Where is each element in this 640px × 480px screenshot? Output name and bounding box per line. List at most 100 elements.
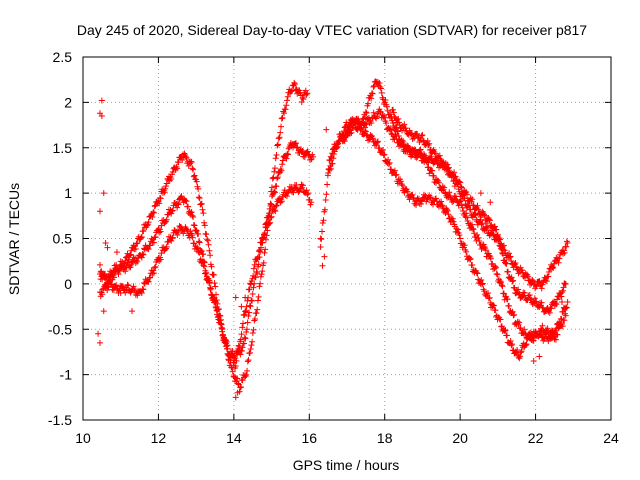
data-point-track-f: [448, 215, 455, 222]
data-point-track-c: [236, 343, 243, 350]
data-point-track-f: [449, 215, 456, 222]
data-point-track-a: [199, 206, 206, 213]
data-point-track-a: [182, 153, 189, 160]
data-point-track-e: [368, 95, 375, 102]
data-point-outliers: [117, 289, 124, 296]
data-point-track-c: [174, 232, 181, 239]
data-point-track-g: [500, 242, 507, 249]
data-point-track-g: [512, 260, 519, 267]
data-point-track-a: [256, 283, 263, 290]
data-point-track-c: [233, 357, 240, 364]
data-point-track-f: [558, 316, 565, 323]
y-tick-label: -1: [60, 367, 73, 383]
y-axis-label: SDTVAR / TECUs: [6, 183, 22, 295]
x-tick-label: 16: [301, 430, 317, 446]
data-point-track-d: [469, 196, 476, 203]
data-point-track-c: [194, 244, 201, 251]
data-point-track-g: [390, 109, 397, 116]
data-point-track-d: [370, 109, 377, 116]
data-point-track-c: [235, 342, 242, 349]
data-point-track-c: [278, 198, 285, 205]
data-point-outliers: [558, 299, 565, 306]
data-point-track-d: [463, 191, 470, 198]
data-point-track-f: [351, 119, 358, 126]
data-point-track-b: [284, 150, 291, 157]
data-point-track-e: [561, 317, 568, 324]
data-point-track-f: [517, 353, 524, 360]
data-point-track-g: [548, 265, 555, 272]
data-point-track-c: [239, 324, 246, 331]
y-tick-label: 2: [64, 94, 72, 110]
data-point-outliers: [232, 294, 239, 301]
data-point-track-g: [418, 132, 425, 139]
data-point-track-f: [498, 323, 505, 330]
data-point-track-c: [254, 255, 261, 262]
data-point-outliers: [95, 330, 102, 337]
data-point-track-b: [292, 140, 299, 147]
data-point-track-e: [335, 140, 342, 147]
data-point-track-c: [194, 245, 201, 252]
data-point-track-e: [463, 214, 470, 221]
data-point-track-f: [438, 198, 445, 205]
data-point-track-d: [481, 211, 488, 218]
data-point-track-b: [195, 238, 202, 245]
x-tick-label: 10: [75, 430, 91, 446]
data-point-track-b: [196, 239, 203, 246]
data-point-track-a: [168, 175, 175, 182]
data-point-track-c: [191, 240, 198, 247]
data-point-track-g: [453, 177, 460, 184]
data-point-track-g: [501, 247, 508, 254]
data-point-track-c: [259, 235, 266, 242]
data-point-outliers: [321, 253, 328, 260]
data-point-track-e: [376, 80, 383, 87]
data-point-track-c: [223, 337, 230, 344]
data-point-track-g: [564, 240, 571, 247]
data-point-track-d: [548, 305, 555, 312]
data-point-track-d: [515, 286, 522, 293]
data-point-track-d: [533, 298, 540, 305]
data-point-track-e: [393, 124, 400, 131]
data-point-track-c: [284, 189, 291, 196]
data-point-track-f: [402, 187, 409, 194]
data-point-track-c: [273, 202, 280, 209]
data-point-track-e: [411, 146, 418, 153]
data-point-track-e: [368, 90, 375, 97]
data-point-track-c: [127, 289, 134, 296]
data-point-outliers: [234, 389, 241, 396]
data-point-track-c: [224, 342, 231, 349]
data-point-track-c: [250, 265, 257, 272]
data-point-track-a: [261, 249, 268, 256]
data-point-track-c: [132, 286, 139, 293]
chart-title: Day 245 of 2020, Sidereal Day-to-day VTE…: [77, 22, 587, 38]
data-point-outliers: [232, 394, 239, 401]
data-point-track-d: [319, 228, 326, 235]
data-point-track-g: [543, 278, 550, 285]
data-point-track-g: [506, 254, 513, 261]
data-point-track-f: [439, 203, 446, 210]
data-point-track-a: [274, 141, 281, 148]
data-point-track-d: [493, 226, 500, 233]
data-point-track-a: [133, 240, 140, 247]
data-point-track-a: [252, 316, 259, 323]
data-point-track-g: [454, 180, 461, 187]
data-point-track-c: [304, 191, 311, 198]
data-point-track-a: [278, 115, 285, 122]
data-point-track-c: [242, 307, 249, 314]
data-point-track-d: [427, 153, 434, 160]
data-point-track-c: [283, 193, 290, 200]
data-point-track-d: [521, 289, 528, 296]
data-point-track-f: [454, 226, 461, 233]
data-point-track-d: [558, 293, 565, 300]
data-point-track-a: [284, 97, 291, 104]
data-point-track-e: [334, 143, 341, 150]
data-point-track-c: [217, 316, 224, 323]
data-point-track-e: [400, 138, 407, 145]
data-point-track-a: [237, 384, 244, 391]
data-point-track-a: [183, 154, 190, 161]
data-point-track-c: [152, 263, 159, 270]
data-point-track-b: [243, 329, 250, 336]
data-point-track-g: [464, 203, 471, 210]
data-point-track-d: [502, 259, 509, 266]
data-point-track-a: [250, 326, 257, 333]
data-point-track-f: [450, 218, 457, 225]
